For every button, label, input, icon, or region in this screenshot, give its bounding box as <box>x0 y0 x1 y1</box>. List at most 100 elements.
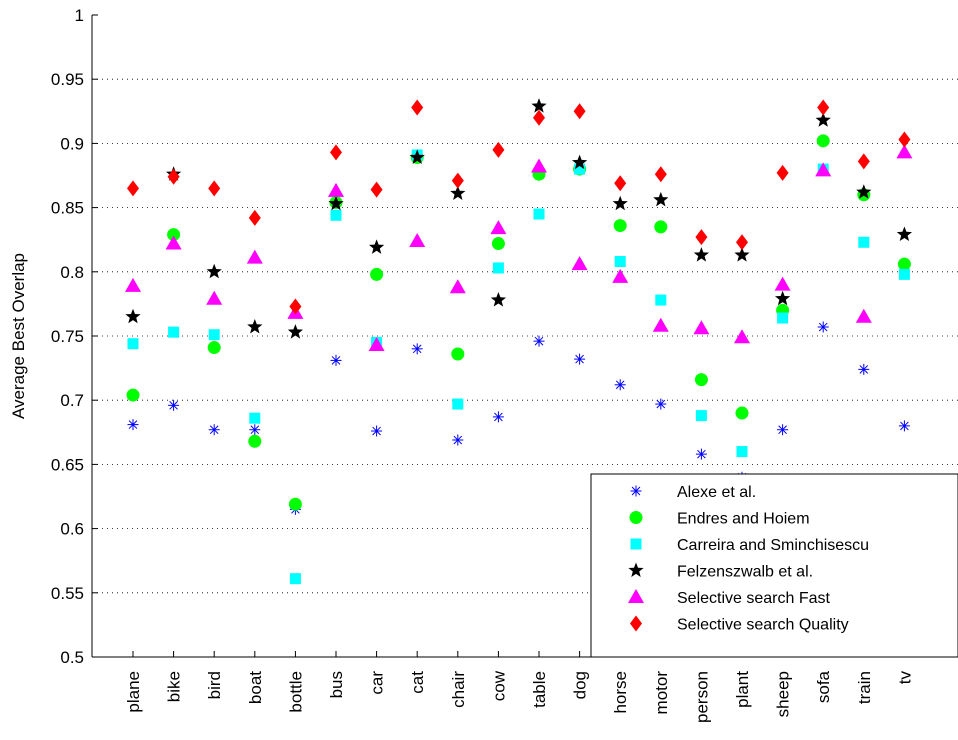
y-tick-label: 0.65 <box>51 455 84 474</box>
legend-marker-3 <box>628 562 644 577</box>
legend-marker-2 <box>630 538 642 550</box>
y-tick-label: 0.8 <box>60 263 84 282</box>
data-point <box>492 262 504 274</box>
data-point <box>898 131 911 148</box>
x-tick-label-bus: bus <box>327 671 346 698</box>
data-point <box>207 341 221 355</box>
data-point <box>654 166 667 183</box>
data-point <box>571 154 588 170</box>
x-tick-label-car: car <box>368 671 387 695</box>
data-point <box>411 343 423 355</box>
x-tick-label-horse: horse <box>611 671 630 714</box>
data-point <box>125 308 141 324</box>
data-point <box>816 134 830 148</box>
data-point <box>574 163 586 175</box>
data-point <box>127 419 139 431</box>
x-tick-label-bike: bike <box>165 671 184 702</box>
data-point <box>451 347 465 361</box>
data-point <box>817 321 829 333</box>
data-point <box>571 256 588 271</box>
data-point <box>652 317 669 332</box>
data-point <box>533 335 545 347</box>
data-point <box>614 256 626 268</box>
data-point <box>898 268 910 280</box>
legend-marker-4 <box>628 589 644 603</box>
data-point <box>249 412 261 424</box>
data-point <box>288 497 302 511</box>
legend-label-1: Endres and Hoiem <box>677 511 810 528</box>
data-point <box>168 326 180 338</box>
data-point <box>858 236 870 248</box>
data-point <box>409 232 426 247</box>
data-point <box>206 263 222 279</box>
x-tick-label-sofa: sofa <box>814 670 833 703</box>
data-point <box>249 424 261 436</box>
data-point <box>411 99 424 116</box>
data-point <box>368 336 385 351</box>
data-point <box>654 220 668 234</box>
y-tick-label: 0.6 <box>60 520 84 539</box>
x-tick-label-dog: dog <box>571 671 590 699</box>
data-point <box>734 247 750 262</box>
data-point <box>612 195 628 211</box>
y-axis-label: Average Best Overlap <box>9 253 28 419</box>
data-point <box>817 99 830 116</box>
x-ticks: plane bike bird boat bottle bus car cat chair cow… <box>124 651 914 723</box>
legend-marker-5 <box>630 615 642 632</box>
plot-area <box>125 98 913 585</box>
data-point <box>208 329 220 341</box>
y-tick-label: 0.5 <box>60 648 84 667</box>
data-point <box>490 292 507 307</box>
data-point <box>248 434 262 448</box>
data-point <box>857 153 870 170</box>
legend-label-4: Selective search Fast <box>677 590 831 607</box>
data-point <box>167 168 180 185</box>
x-tick-label-train: train <box>855 671 874 704</box>
data-point <box>328 182 344 197</box>
data-point <box>896 226 913 242</box>
data-point <box>330 209 342 221</box>
y-tick-label: 0.85 <box>51 199 84 218</box>
data-point <box>898 420 910 432</box>
data-point <box>330 354 342 366</box>
data-point <box>330 144 342 161</box>
data-point <box>612 268 629 283</box>
data-point <box>855 308 872 323</box>
data-point <box>777 424 789 436</box>
data-point <box>777 312 789 324</box>
data-point <box>491 237 505 251</box>
data-point <box>734 329 750 344</box>
data-point <box>452 398 464 410</box>
series-5 <box>127 99 911 315</box>
data-point <box>490 220 507 235</box>
x-tick-label-tv: tv <box>895 671 914 685</box>
x-tick-label-plane: plane <box>124 671 143 713</box>
data-point <box>573 103 586 120</box>
series-4 <box>125 144 913 351</box>
data-point <box>127 180 139 197</box>
data-point <box>248 209 261 226</box>
data-point <box>208 180 221 197</box>
x-tick-label-bottle: bottle <box>286 671 305 713</box>
data-point <box>531 158 547 173</box>
y-tick-label: 0.9 <box>60 134 84 153</box>
series-3 <box>125 98 913 339</box>
data-point <box>896 144 913 159</box>
legend-box <box>590 473 958 658</box>
data-point <box>451 172 464 189</box>
x-tick-label-sheep: sheep <box>774 671 793 717</box>
data-point <box>246 249 263 264</box>
data-point <box>694 373 708 387</box>
data-point <box>289 573 301 585</box>
x-tick-label-cat: cat <box>408 671 427 694</box>
data-point <box>574 353 586 365</box>
y-ticks: 0.5 0.55 0.6 0.65 0.7 0.75 0.8 0.85 0.9 0.95 1 <box>51 6 98 667</box>
data-point <box>531 98 547 113</box>
data-point <box>208 424 220 436</box>
x-tick-label-person: person <box>692 671 711 723</box>
data-point <box>492 411 504 423</box>
data-point <box>449 279 466 294</box>
x-tick-label-cow: cow <box>489 670 508 701</box>
data-point <box>655 294 667 306</box>
